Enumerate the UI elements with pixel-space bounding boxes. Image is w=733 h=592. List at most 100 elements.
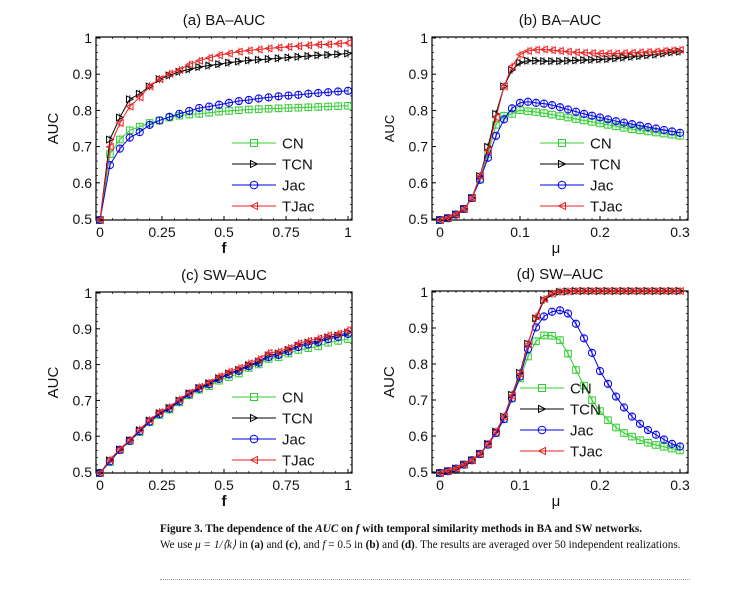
data-point [548,57,557,66]
legend-item-jac: Jac [232,178,306,195]
data-point [215,59,224,69]
data-point [254,105,263,113]
data-point [547,307,557,316]
x-tick-label: 0.25 [148,477,175,493]
series-jac [95,86,353,225]
legend-label: TJac [282,199,315,216]
data-point [563,287,572,296]
data-point [264,93,273,102]
data-point [475,171,484,181]
data-point [627,120,637,129]
y-tick-label: 0.8 [73,102,93,118]
figure-caption: Figure 3. The dependence of the AUC on f… [160,522,720,553]
data-point [539,99,549,108]
data-point [547,289,556,298]
chart-title: (b) BA–AUC [519,12,602,29]
data-point [224,367,233,376]
data-point [313,40,323,49]
data-point [95,215,104,225]
data-point [571,286,580,296]
data-point [314,103,323,111]
data-point [588,55,597,64]
y-tick-label: 0.5 [73,464,93,480]
series-line [99,105,349,221]
caption-title-on: on [338,523,356,535]
data-point [116,135,124,144]
data-point [492,121,500,129]
axes-frame [95,291,353,474]
legend-marker-icon [558,159,567,169]
data-point [294,103,303,112]
data-point [174,395,184,404]
legend-item-tjac: TJac [540,199,623,216]
legend-label: TJac [282,453,315,470]
legend-marker-icon [538,404,547,414]
data-point [284,344,293,353]
series-tjac [95,325,352,478]
data-point [244,46,253,55]
data-point [499,82,508,91]
series-tcn [436,286,685,478]
data-point [603,286,612,296]
data-point [324,88,333,97]
data-point [667,439,677,448]
chart-title: (a) BA–AUC [183,12,266,29]
series-line [439,48,681,221]
data-point [595,366,605,376]
data-point [611,49,620,58]
data-point [619,403,629,412]
data-point [204,53,213,62]
caption-body-2: in [236,538,251,551]
y-tick-label: 0.6 [409,428,429,444]
data-point [619,286,628,296]
data-point [515,98,525,107]
data-point [555,306,565,315]
legend-marker-icon [250,139,258,147]
data-point [304,89,313,98]
data-point [205,61,214,70]
y-tick-label: 0.5 [409,211,429,227]
data-point [547,100,557,110]
series-line [439,334,681,474]
series-line [99,42,349,221]
data-point [643,122,653,132]
legend-item-cn: CN [540,136,612,153]
data-point [491,131,501,140]
data-point [564,349,572,358]
legend-label: CN [590,136,612,153]
data-point [675,286,684,296]
data-point [175,109,184,118]
legend-marker-icon [537,446,546,456]
legend-marker-icon [558,139,566,147]
data-point [667,286,676,296]
data-point [293,339,303,348]
data-point [516,58,525,67]
caption-body-7: . The results are averaged over 50 indep… [414,538,681,551]
data-point [619,48,628,58]
y-tick-label: 0.8 [409,356,429,372]
x-axis-label: μ [552,493,561,510]
legend-item-tjac: TJac [232,453,315,470]
data-point [343,38,352,47]
data-point [652,441,660,449]
x-tick-label: 0.2 [590,224,610,240]
caption-title-pre: The dependence of the [202,523,316,535]
data-point [651,430,661,439]
legend-marker-icon [249,180,259,190]
data-point [105,142,114,151]
data-point [304,51,313,61]
data-point [643,47,652,57]
y-axis-label: AUC [382,115,397,142]
data-point [595,113,605,122]
data-point [540,109,548,117]
y-tick-label: 0.8 [409,102,429,118]
data-point [303,41,313,50]
data-point [244,95,253,105]
data-point [596,407,604,415]
y-tick-label: 0.7 [73,139,93,155]
data-point [274,54,283,63]
data-point [572,56,581,65]
data-point [245,56,254,65]
data-point [294,90,303,99]
series-line [439,51,681,221]
